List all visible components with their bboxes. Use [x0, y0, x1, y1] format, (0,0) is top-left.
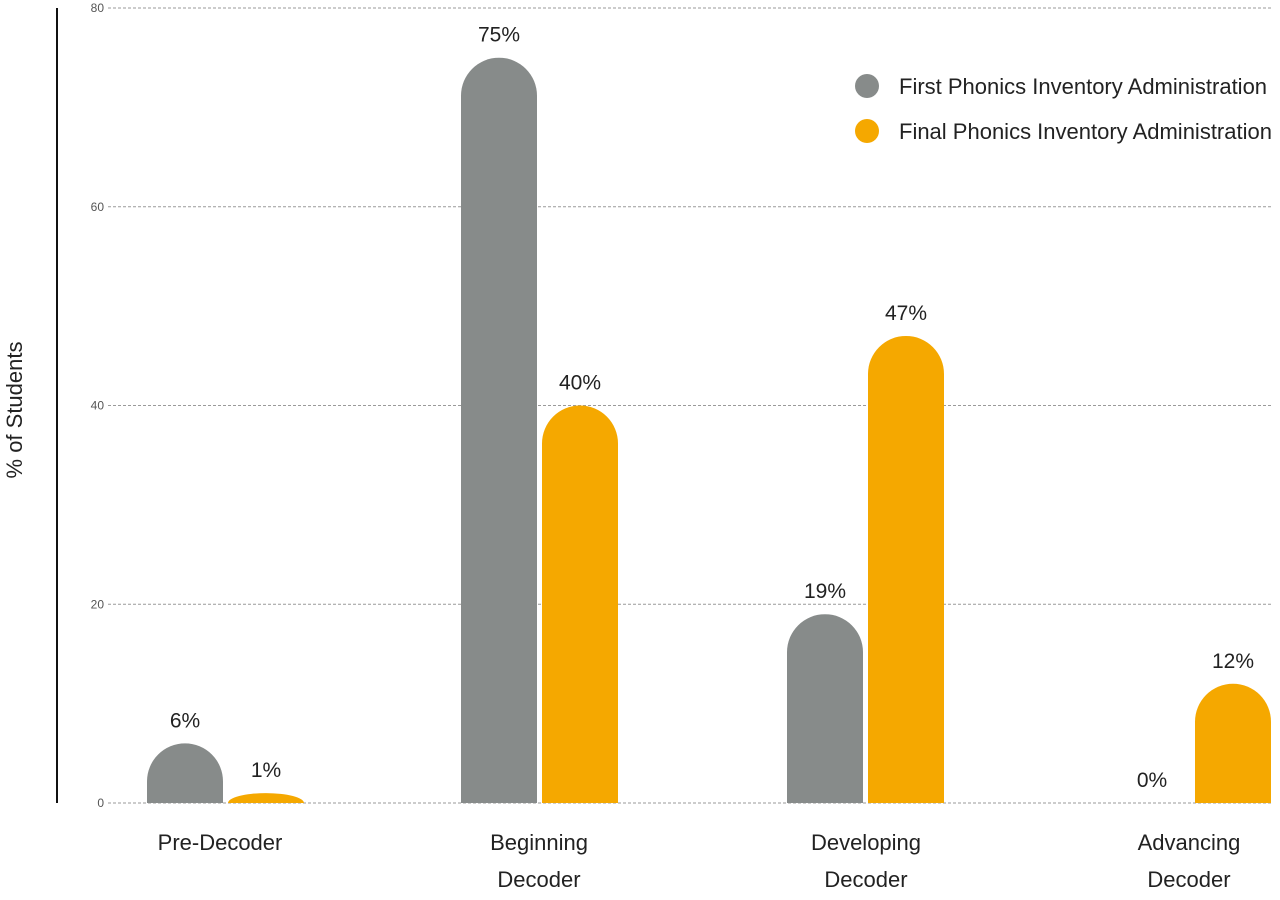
category-label: Decoder: [497, 867, 580, 892]
legend-swatch: [855, 74, 879, 98]
bar-series1-2: [787, 614, 863, 803]
y-tick-label: 80: [91, 1, 105, 15]
data-label-series1-3: 0%: [1137, 769, 1167, 792]
bar-series2-0: [228, 793, 304, 803]
bar-series1-0: [147, 743, 223, 803]
y-tick-label: 0: [97, 796, 104, 810]
data-label-series1-2: 19%: [804, 580, 846, 603]
y-tick-label: 40: [91, 399, 105, 413]
legend-label: Final Phonics Inventory Administration: [899, 119, 1272, 144]
bar-series2-2: [868, 335, 944, 803]
legend: First Phonics Inventory Administration Fi…: [855, 74, 1272, 144]
data-label-series1-1: 75%: [478, 24, 520, 47]
bar-series2-3: [1195, 683, 1271, 803]
bar-layer: [147, 57, 1271, 803]
bar-series2-1: [542, 405, 618, 803]
data-label-series2-0: 1%: [251, 759, 281, 782]
category-label: Advancing: [1138, 830, 1241, 855]
data-label-series2-3: 12%: [1212, 650, 1254, 673]
data-label-series1-0: 6%: [170, 709, 200, 732]
legend-label: First Phonics Inventory Administration: [899, 74, 1267, 99]
category-label: Beginning: [490, 830, 588, 855]
category-label: Pre-Decoder: [158, 830, 283, 855]
y-axis-title: % of Students: [2, 342, 27, 479]
category-label: Decoder: [1147, 867, 1230, 892]
y-tick-label: 20: [91, 597, 105, 611]
category-layer: Pre-Decoder Beginning Decoder Developing Dec…: [158, 830, 1241, 892]
bar-series1-1: [461, 57, 537, 803]
grid-layer: 0 20 40 60 80: [91, 1, 1272, 810]
data-label-series2-2: 47%: [885, 302, 927, 325]
label-layer: 6% 75% 19% 0% 1% 40% 47% 12%: [170, 24, 1254, 792]
category-label: Decoder: [824, 867, 907, 892]
legend-swatch: [855, 119, 879, 143]
data-label-series2-1: 40%: [559, 372, 601, 395]
y-tick-label: 60: [91, 200, 105, 214]
category-label: Developing: [811, 830, 921, 855]
